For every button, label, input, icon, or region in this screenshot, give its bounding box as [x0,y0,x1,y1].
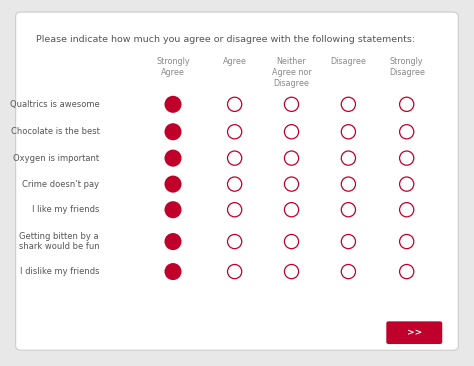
Ellipse shape [228,265,242,279]
Ellipse shape [400,151,414,165]
Text: Agree: Agree [223,57,246,66]
Ellipse shape [228,151,242,165]
Ellipse shape [284,235,299,249]
Ellipse shape [400,265,414,279]
Ellipse shape [341,125,356,139]
Text: Oxygen is important: Oxygen is important [13,154,100,163]
Ellipse shape [228,125,242,139]
Text: >>: >> [407,328,422,337]
Text: I dislike my friends: I dislike my friends [20,267,100,276]
Text: Disagree: Disagree [330,57,366,66]
Ellipse shape [164,201,182,218]
Ellipse shape [164,96,182,113]
Ellipse shape [164,176,182,193]
Ellipse shape [228,177,242,191]
Ellipse shape [284,151,299,165]
Ellipse shape [284,125,299,139]
Text: Crime doesn’t pay: Crime doesn’t pay [22,180,100,188]
Ellipse shape [284,97,299,111]
FancyBboxPatch shape [16,12,458,350]
Ellipse shape [400,235,414,249]
Ellipse shape [341,177,356,191]
Text: Please indicate how much you agree or disagree with the following statements:: Please indicate how much you agree or di… [36,35,415,44]
Ellipse shape [164,150,182,167]
FancyBboxPatch shape [386,321,442,344]
Ellipse shape [284,203,299,217]
Text: Strongly
Agree: Strongly Agree [156,57,190,77]
Ellipse shape [400,125,414,139]
Text: I like my friends: I like my friends [32,205,100,214]
Ellipse shape [400,97,414,111]
Ellipse shape [341,97,356,111]
Ellipse shape [341,203,356,217]
Ellipse shape [341,265,356,279]
Ellipse shape [284,265,299,279]
Ellipse shape [228,97,242,111]
Ellipse shape [284,177,299,191]
Text: Chocolate is the best: Chocolate is the best [10,127,100,136]
Ellipse shape [341,151,356,165]
Ellipse shape [164,123,182,140]
Text: Neither
Agree nor
Disagree: Neither Agree nor Disagree [272,57,311,88]
Ellipse shape [400,203,414,217]
Ellipse shape [164,233,182,250]
Ellipse shape [228,203,242,217]
Text: Strongly
Disagree: Strongly Disagree [389,57,425,77]
Text: Qualtrics is awesome: Qualtrics is awesome [10,100,100,109]
Ellipse shape [164,263,182,280]
Text: Getting bitten by a
shark would be fun: Getting bitten by a shark would be fun [19,232,100,251]
Ellipse shape [228,235,242,249]
Ellipse shape [400,177,414,191]
Ellipse shape [341,235,356,249]
